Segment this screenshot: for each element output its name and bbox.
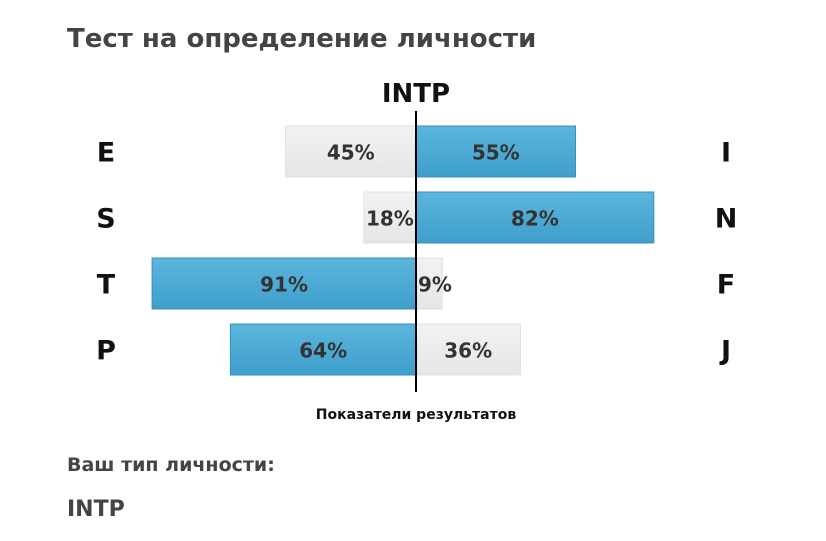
value-label-t: 91% [260,273,308,297]
trait-label-j: J [719,336,731,367]
page-title: Тест на определение личности [67,24,537,54]
value-label-f: 9% [418,273,452,297]
result-value: INTP [67,497,125,522]
bar-f [415,257,443,310]
trait-label-f: F [717,270,735,301]
value-label-i: 55% [472,141,520,165]
x-axis-label: Показатели результатов [316,407,517,423]
value-label-e: 45% [327,141,375,165]
value-label-s: 18% [366,207,414,231]
bar-n [415,191,655,244]
value-label-n: 82% [511,207,559,231]
trait-label-n: N [715,204,738,235]
trait-label-e: E [97,138,115,169]
chart-title: INTP [382,79,450,109]
value-label-j: 36% [444,339,492,363]
bar-i [415,125,576,178]
trait-label-i: I [721,138,731,169]
trait-label-t: T [97,270,116,301]
bar-e [285,125,417,178]
trait-label-s: S [96,204,115,235]
personality-chart: INTP 45% 55% E I 18% 82% S N 91% 9% T F 64% 36% P J Пок… [96,79,738,423]
result-label: Ваш тип личности: [67,454,275,476]
bar-s [363,191,417,244]
bar-p [229,323,417,376]
bar-t [151,257,417,310]
trait-label-p: P [96,336,116,367]
value-label-p: 64% [299,339,347,363]
